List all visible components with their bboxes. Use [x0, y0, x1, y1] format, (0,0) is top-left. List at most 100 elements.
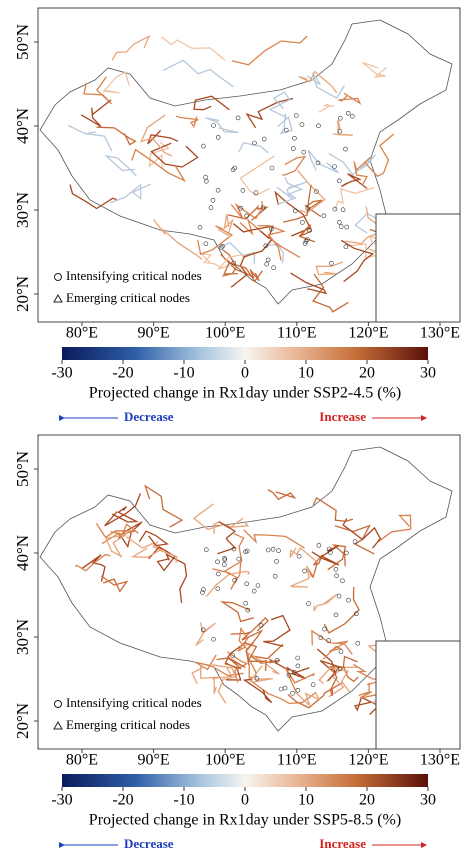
node-marker [201, 143, 206, 149]
node-marker [200, 590, 205, 595]
route [342, 655, 359, 683]
node-marker [219, 245, 224, 250]
route [80, 99, 112, 127]
node-marker [272, 573, 278, 579]
route [193, 95, 230, 111]
route [81, 554, 106, 582]
node-marker [286, 672, 292, 678]
node-marker [254, 676, 260, 681]
route [131, 148, 187, 183]
route [100, 575, 129, 593]
route [353, 156, 371, 186]
route [191, 665, 221, 684]
node-marker [235, 115, 241, 121]
node-marker [340, 207, 346, 212]
route [318, 667, 351, 693]
route [223, 262, 264, 283]
lon-label: 130°E [420, 752, 460, 769]
route [110, 183, 151, 204]
colorbar-label: Projected change in Rx1day under SSP2-4.… [89, 385, 401, 402]
route [111, 506, 139, 523]
node-marker [313, 189, 319, 194]
country-outline [39, 19, 453, 305]
route [238, 141, 269, 154]
decrease-label: Decrease [124, 409, 174, 424]
route [268, 91, 291, 119]
route [368, 235, 380, 247]
route [250, 665, 273, 683]
node-marker [353, 611, 359, 616]
node-marker [238, 205, 244, 211]
route [332, 119, 353, 136]
route [105, 534, 127, 558]
route [96, 126, 137, 146]
node-marker [299, 122, 305, 127]
node-marker [316, 123, 321, 129]
node-marker [336, 219, 342, 225]
lat-label: 30°N [13, 619, 32, 655]
node-marker [306, 228, 312, 233]
route [195, 654, 244, 677]
node-marker [343, 146, 348, 152]
route [243, 529, 305, 549]
node-marker [274, 658, 280, 663]
node-marker [276, 548, 281, 553]
route [363, 133, 395, 177]
node-marker [337, 128, 343, 134]
colorbar-tick-label: 20 [359, 792, 375, 809]
legend-triangle [53, 293, 63, 303]
node-marker [215, 586, 221, 591]
node-marker [340, 578, 345, 584]
node-marker [300, 220, 305, 225]
lat-label: 50°N [13, 451, 32, 487]
route [358, 682, 380, 699]
node-marker [260, 205, 266, 211]
lon-label: 110°E [277, 752, 317, 769]
route [282, 155, 307, 176]
node-marker [265, 257, 271, 263]
node-marker [274, 559, 279, 564]
route [312, 496, 354, 522]
node-marker [355, 641, 361, 646]
route [327, 544, 347, 571]
route [220, 253, 260, 282]
node-marker [236, 556, 242, 562]
colorbar-tick-label: 0 [241, 365, 249, 382]
colorbar-tick-label: 10 [298, 365, 314, 382]
node-marker [282, 685, 288, 691]
increase-label: Increase [319, 836, 366, 851]
node-marker [245, 607, 251, 613]
colorbar-tick-label: -20 [112, 365, 133, 382]
node-marker [345, 111, 351, 116]
lat-label: 20°N [13, 703, 32, 739]
node-marker [336, 178, 342, 184]
node-marker [252, 140, 257, 146]
node-marker [332, 206, 338, 212]
route [230, 201, 263, 220]
route [74, 553, 111, 572]
node-marker [328, 260, 334, 266]
route [152, 219, 203, 260]
route [199, 253, 222, 269]
route [312, 273, 349, 313]
node-marker [338, 224, 344, 229]
route [328, 152, 376, 176]
node-marker [301, 149, 307, 155]
node-marker [343, 244, 349, 249]
node-marker [305, 237, 310, 242]
legend-label: Intensifying critical nodes [66, 695, 202, 710]
route [340, 173, 368, 190]
route [230, 238, 274, 288]
node-marker [326, 638, 331, 643]
route [125, 536, 163, 551]
route [263, 614, 291, 647]
node-marker [293, 113, 299, 118]
node-marker [197, 224, 203, 230]
route [289, 547, 318, 563]
colorbar-tick-label: -10 [173, 792, 194, 809]
route [346, 243, 385, 259]
route [140, 114, 173, 157]
node-marker [258, 623, 264, 628]
node-marker [321, 213, 327, 219]
route [296, 169, 326, 214]
